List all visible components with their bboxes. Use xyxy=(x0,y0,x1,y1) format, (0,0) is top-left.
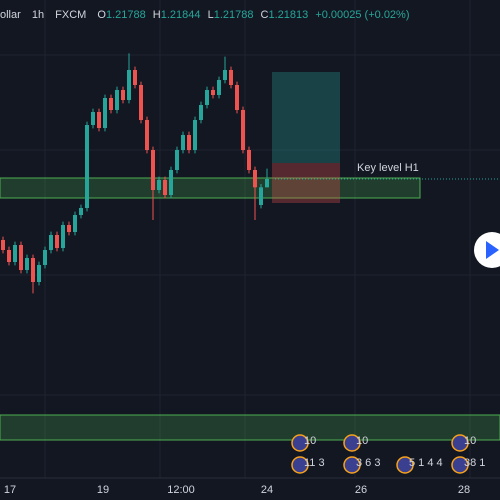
candle-body xyxy=(241,110,245,150)
candle-body xyxy=(61,225,65,248)
event-label: 10 xyxy=(464,435,476,447)
x-tick-label: 19 xyxy=(97,484,109,496)
c-label: C xyxy=(261,9,269,21)
l-value: 1.21788 xyxy=(214,9,254,21)
candle-body xyxy=(211,90,215,95)
event-label: 11 3 xyxy=(304,457,325,469)
candle-body xyxy=(157,180,161,190)
h-label: H xyxy=(153,9,161,21)
candle-body xyxy=(235,85,239,110)
candle-body xyxy=(151,150,155,190)
candle-body xyxy=(139,85,143,120)
candle-body xyxy=(199,105,203,120)
stop-zone xyxy=(272,163,340,203)
event-label: 38 1 xyxy=(464,457,485,469)
play-button[interactable] xyxy=(474,232,500,268)
candle-body xyxy=(7,250,11,262)
event-label: 5 1 4 4 xyxy=(409,457,443,469)
event-icon xyxy=(451,434,469,452)
candle-body xyxy=(43,250,47,265)
o-label: O xyxy=(97,9,106,21)
candle-body xyxy=(103,98,107,128)
source: FXCM xyxy=(55,9,86,21)
symbol: ollar xyxy=(0,9,21,21)
candle-body xyxy=(13,245,17,262)
candle-body xyxy=(205,90,209,105)
candle-body xyxy=(97,112,101,128)
zone-label: Key level H1 xyxy=(357,162,419,174)
x-tick-label: 26 xyxy=(355,484,367,496)
x-tick-label: 28 xyxy=(458,484,470,496)
candle-body xyxy=(169,170,173,195)
x-tick-label: 12:00 xyxy=(167,484,195,496)
candle-body xyxy=(259,187,263,205)
x-tick-label: 17 xyxy=(4,484,16,496)
o-value: 1.21788 xyxy=(106,9,146,21)
candle-body xyxy=(1,240,5,250)
candle-body xyxy=(253,170,257,188)
candle-body xyxy=(265,179,269,188)
candle-body xyxy=(19,245,23,270)
event-icon xyxy=(343,456,361,474)
zone xyxy=(0,177,421,199)
candle-body xyxy=(67,225,71,232)
candle-body xyxy=(133,70,137,85)
candle-body xyxy=(175,150,179,170)
h-value: 1.21844 xyxy=(161,9,201,21)
candle-body xyxy=(121,90,125,100)
candle-body xyxy=(37,265,41,282)
candle-body xyxy=(115,90,119,110)
candle-body xyxy=(85,125,89,208)
candle-body xyxy=(229,70,233,85)
event-icon xyxy=(291,456,309,474)
candle-body xyxy=(73,215,77,232)
candle-body xyxy=(109,98,113,110)
candle-body xyxy=(55,235,59,248)
l-label: L xyxy=(208,9,214,21)
candle-body xyxy=(193,120,197,150)
change: +0.00025 (+0.02%) xyxy=(315,9,409,21)
interval: 1h xyxy=(32,9,44,21)
candle-body xyxy=(127,70,131,100)
candle-body xyxy=(31,258,35,282)
candle-body xyxy=(91,112,95,125)
event-label: 10 xyxy=(304,435,316,447)
candle-body xyxy=(181,135,185,150)
candle-body xyxy=(145,120,149,150)
event-icon xyxy=(291,434,309,452)
event-icon xyxy=(343,434,361,452)
candle-body xyxy=(247,150,251,170)
event-icon xyxy=(396,456,414,474)
candle-body xyxy=(187,135,191,150)
plot: Key level H1 17 19 12:00 24 26 28 10 11 3 10 3 6 3… xyxy=(0,53,500,496)
event-label: 10 xyxy=(356,435,368,447)
candle-body xyxy=(49,235,53,250)
header: ollar 1h FXCM O1.21788 H1.21844 L1.21788… xyxy=(0,9,410,21)
candle-body xyxy=(217,80,221,95)
zone xyxy=(0,414,500,441)
target-zone xyxy=(272,72,340,163)
candle-body xyxy=(223,70,227,80)
grid xyxy=(0,0,500,478)
candle-body xyxy=(79,208,83,215)
event-label: 3 6 3 xyxy=(356,457,380,469)
event-icon xyxy=(451,456,469,474)
candle-body xyxy=(25,258,29,270)
c-value: 1.21813 xyxy=(268,9,308,21)
candle-body xyxy=(163,180,167,195)
x-tick-label: 24 xyxy=(261,484,273,496)
